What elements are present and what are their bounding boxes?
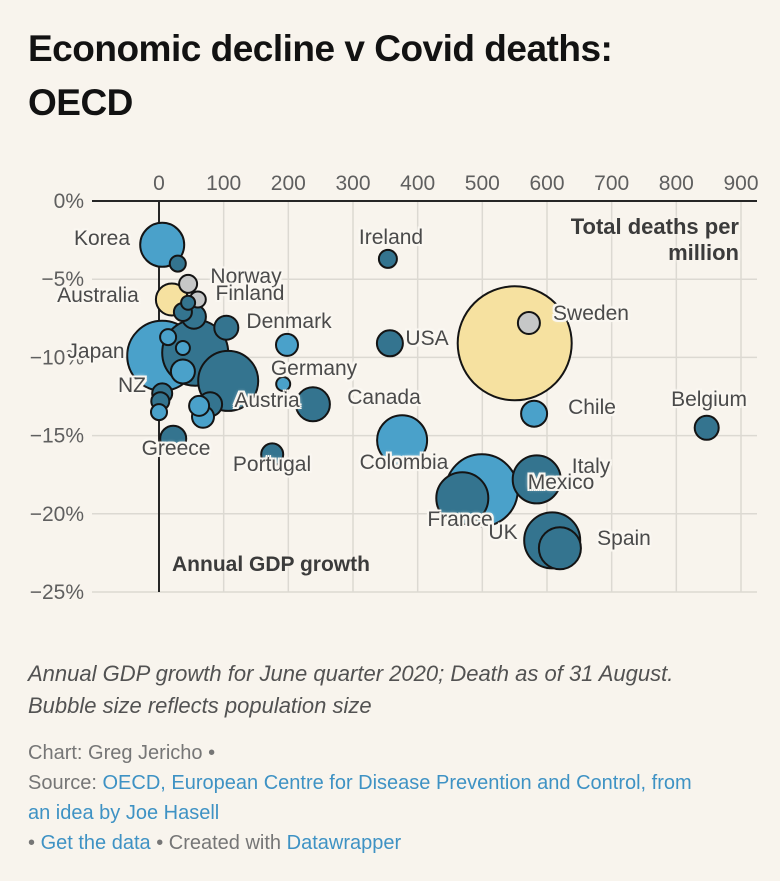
x-tick-label: 300 — [335, 172, 370, 195]
bubble-portugal — [260, 442, 285, 467]
bubble-france — [435, 471, 490, 526]
x-tick-label: 200 — [271, 172, 306, 195]
plot-canvas: 0 100 200 300 400 500 600 700 800 900 0% −5% −10% −15… — [30, 172, 759, 604]
bubble-unlabeled — [375, 329, 404, 358]
get-the-data-link[interactable]: Get the data — [40, 831, 151, 854]
title-line-1: Economic decline v Covid deaths: — [28, 28, 613, 69]
x-tick-label: 800 — [659, 172, 694, 195]
bubble-korea — [139, 221, 186, 268]
chart-notes: Annual GDP growth for June quarter 2020;… — [28, 658, 758, 722]
notes-line-2: Bubble size reflects population size — [28, 692, 372, 718]
source-link-continued[interactable]: an idea by Joe Hasell — [28, 801, 220, 824]
x-tick-label: 600 — [529, 172, 564, 195]
bubble-canada — [294, 386, 331, 423]
source-link[interactable]: OECD, European Centre for Disease Preven… — [102, 771, 692, 794]
y-tick-label: −10% — [30, 346, 84, 369]
bubble-denmark — [213, 314, 240, 341]
bubble-belgium — [693, 414, 720, 441]
bubble-unlabeled — [168, 254, 187, 273]
created-with-text: • Created with — [156, 831, 282, 854]
x-tick-label: 100 — [206, 172, 241, 195]
title-line-2: OECD — [28, 81, 133, 123]
bubble-unlabeled — [275, 332, 299, 357]
bubble-norway — [178, 273, 199, 294]
bubble-unlabeled — [275, 376, 292, 392]
source-prefix: Source: — [28, 771, 97, 794]
x-tick-label: 500 — [465, 172, 500, 195]
footer-links: • Get the data • Created with Datawrappe… — [28, 828, 758, 858]
y-tick-label: −20% — [30, 503, 84, 526]
bubble-unlabeled — [174, 340, 191, 356]
bubble-scatter-chart: 0 100 200 300 400 500 600 700 800 900 0% −5% −10% −15… — [30, 172, 759, 604]
y-axis-title: Annual GDP growth — [172, 553, 370, 576]
x-axis-title: Total deaths per million — [570, 214, 739, 265]
bubble-unlabeled — [169, 358, 196, 385]
bubble-unlabeled — [188, 394, 211, 417]
x-tick-label: 0 — [153, 172, 165, 195]
bubble-greece — [159, 424, 188, 453]
bubble-unlabeled — [180, 294, 197, 311]
bubble-ireland — [377, 248, 398, 269]
byline-text: Chart: Greg Jericho • — [28, 741, 216, 764]
y-tick-label: −15% — [30, 425, 84, 448]
bubble-italy — [511, 454, 562, 505]
notes-line-1: Annual GDP growth for June quarter 2020;… — [28, 661, 674, 686]
x-tick-label: 700 — [594, 172, 629, 195]
byline: Chart: Greg Jericho • — [28, 738, 758, 768]
y-tick-label: 0% — [54, 190, 84, 213]
bubble-sweden — [516, 311, 541, 335]
source-line: Source: OECD, European Centre for Diseas… — [28, 768, 758, 828]
bullet: • — [28, 831, 36, 854]
page-title: Economic decline v Covid deaths: OECD — [28, 22, 752, 129]
x-tick-label: 900 — [723, 172, 758, 195]
y-tick-label: −5% — [41, 268, 84, 291]
bubble-spain — [537, 526, 582, 571]
bubble-unlabeled — [150, 403, 168, 422]
x-tick-label: 400 — [400, 172, 435, 195]
bubble-chile — [520, 399, 549, 428]
chart-footer: Annual GDP growth for June quarter 2020;… — [28, 658, 758, 858]
bubble-usa — [456, 285, 573, 402]
bubble-unlabeled — [159, 328, 178, 347]
y-tick-label: −25% — [30, 581, 84, 604]
bubble-colombia — [376, 414, 429, 467]
datawrapper-link[interactable]: Datawrapper — [286, 831, 402, 854]
